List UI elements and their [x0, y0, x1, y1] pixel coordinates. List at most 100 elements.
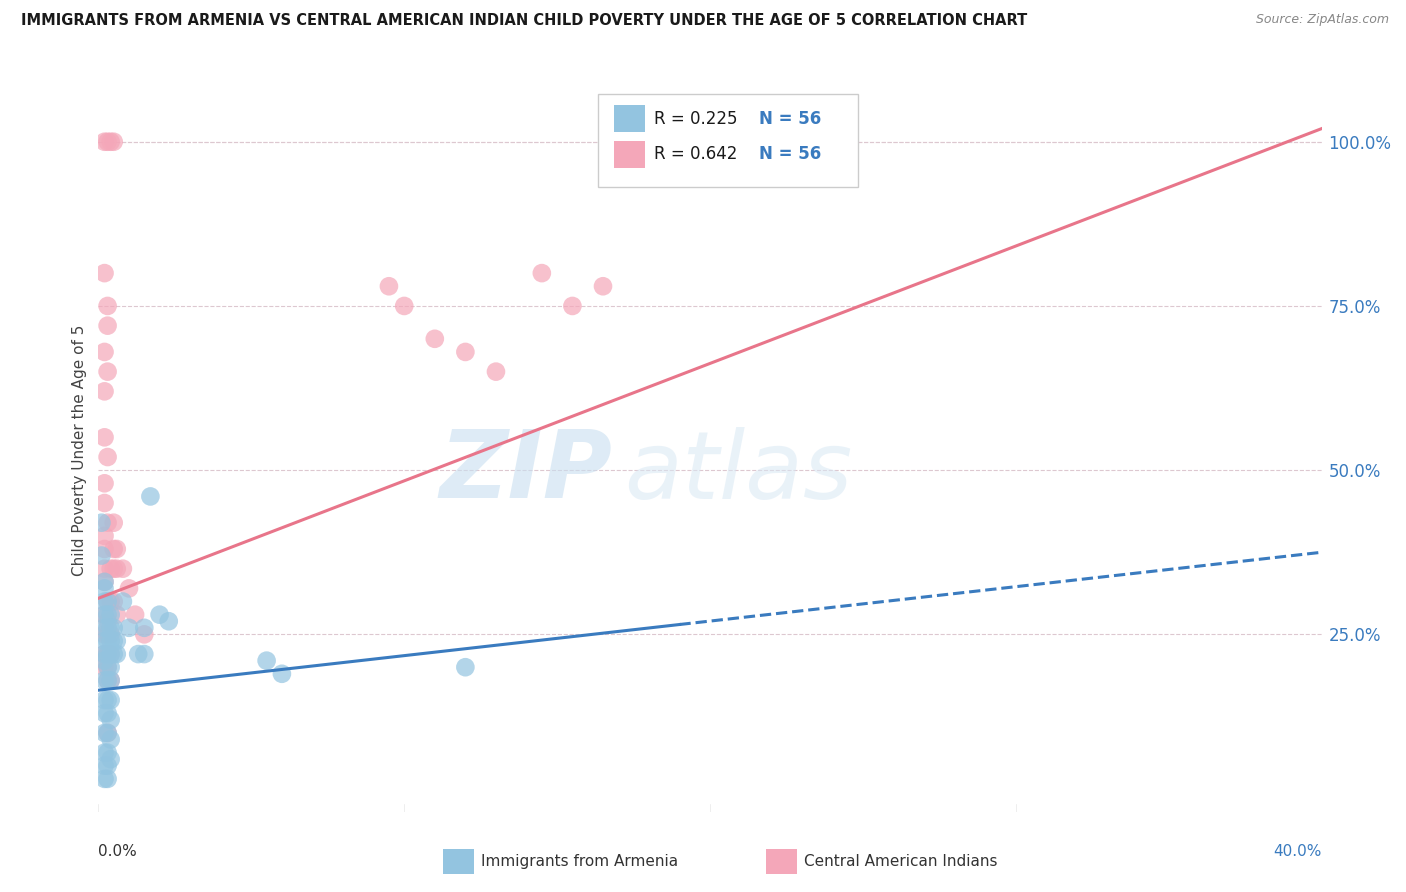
Point [118, 582, 141, 596]
Point [100, 673, 122, 688]
Point [100, 135, 122, 149]
Point [105, 607, 128, 622]
Y-axis label: Child Poverty Under the Age of 5: Child Poverty Under the Age of 5 [72, 325, 87, 576]
Point [127, 647, 149, 661]
Point [111, 562, 134, 576]
Point [530, 266, 553, 280]
Point [134, 621, 156, 635]
Point [97, 647, 120, 661]
Point [100, 752, 122, 766]
Point [97, 746, 120, 760]
Point [97, 634, 120, 648]
Point [93, 726, 115, 740]
Point [100, 594, 122, 608]
Text: R = 0.225: R = 0.225 [654, 110, 737, 128]
Point [93, 660, 115, 674]
Point [93, 647, 115, 661]
Point [93, 706, 115, 721]
Point [97, 318, 120, 333]
Point [93, 574, 115, 589]
Point [100, 660, 122, 674]
Point [100, 621, 122, 635]
Point [100, 673, 122, 688]
Point [97, 706, 120, 721]
Point [93, 135, 115, 149]
Point [124, 607, 146, 622]
Point [93, 693, 115, 707]
Point [93, 634, 115, 648]
Point [103, 541, 125, 556]
Point [485, 365, 508, 379]
Point [103, 621, 125, 635]
Text: Source: ZipAtlas.com: Source: ZipAtlas.com [1256, 13, 1389, 27]
Point [93, 266, 115, 280]
Point [139, 490, 162, 504]
Point [134, 627, 156, 641]
Point [93, 647, 115, 661]
Point [97, 647, 120, 661]
Point [93, 607, 115, 622]
Point [97, 693, 120, 707]
Point [97, 726, 120, 740]
Point [93, 758, 115, 772]
Text: 40.0%: 40.0% [1274, 844, 1322, 859]
Point [97, 758, 120, 772]
Point [97, 450, 120, 464]
Point [392, 299, 416, 313]
Point [97, 299, 120, 313]
Point [454, 345, 477, 359]
Point [93, 574, 115, 589]
Point [90, 516, 112, 530]
Point [256, 654, 278, 668]
Point [100, 562, 122, 576]
Point [103, 634, 125, 648]
Point [100, 627, 122, 641]
Point [103, 135, 125, 149]
Point [93, 621, 115, 635]
Point [97, 621, 120, 635]
Point [97, 594, 120, 608]
Point [103, 516, 125, 530]
Point [93, 746, 115, 760]
Point [100, 607, 122, 622]
Point [105, 541, 128, 556]
Text: IMMIGRANTS FROM ARMENIA VS CENTRAL AMERICAN INDIAN CHILD POVERTY UNDER THE AGE O: IMMIGRANTS FROM ARMENIA VS CENTRAL AMERI… [21, 13, 1028, 29]
Point [97, 135, 120, 149]
Point [105, 647, 128, 661]
Point [100, 713, 122, 727]
Point [103, 647, 125, 661]
Point [103, 594, 125, 608]
Point [100, 732, 122, 747]
Point [97, 365, 120, 379]
Point [561, 299, 583, 313]
Text: Immigrants from Armenia: Immigrants from Armenia [481, 855, 678, 869]
Point [103, 562, 125, 576]
Point [592, 279, 614, 293]
Point [270, 666, 292, 681]
Point [97, 516, 120, 530]
Point [97, 614, 120, 628]
Point [93, 627, 115, 641]
Point [454, 660, 477, 674]
Point [118, 621, 141, 635]
Text: R = 0.642: R = 0.642 [654, 145, 737, 163]
Point [93, 345, 115, 359]
Point [93, 562, 115, 576]
Point [93, 673, 115, 688]
Text: ZIP: ZIP [439, 426, 612, 518]
Point [149, 607, 172, 622]
Point [97, 660, 120, 674]
Point [100, 647, 122, 661]
Point [93, 541, 115, 556]
Point [93, 496, 115, 510]
Point [423, 332, 446, 346]
Point [97, 673, 120, 688]
Point [93, 594, 115, 608]
Point [93, 529, 115, 543]
Point [93, 430, 115, 444]
Point [97, 772, 120, 786]
Point [105, 634, 128, 648]
Text: Central American Indians: Central American Indians [804, 855, 998, 869]
Point [93, 476, 115, 491]
Text: 0.0%: 0.0% [98, 844, 138, 859]
